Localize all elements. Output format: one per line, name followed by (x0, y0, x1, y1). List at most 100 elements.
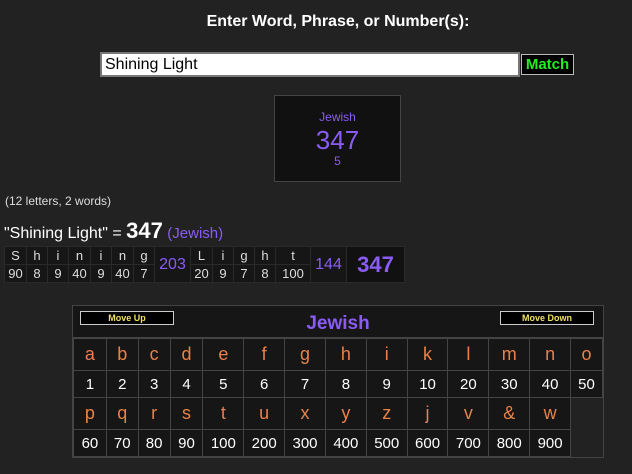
result-cipher-name: Jewish (319, 110, 356, 124)
page-title: Enter Word, Phrase, or Number(s): (206, 13, 470, 30)
cipher-letter: a (73, 338, 107, 371)
breakdown-letter: i (212, 246, 234, 265)
breakdown-value: 8 (26, 264, 48, 283)
cipher-letter: g (284, 338, 326, 371)
word-subtotal: 144 (310, 246, 347, 283)
cipher-letter: q (105, 397, 139, 430)
breakdown-value: 7 (233, 264, 255, 283)
cipher-value: 5 (202, 370, 245, 398)
cipher-letter: e (202, 338, 245, 371)
cipher-value: 3 (137, 370, 171, 398)
cipher-letter: w (529, 397, 571, 430)
result-box[interactable]: Jewish 347 5 (274, 95, 401, 182)
cipher-letter: i (365, 338, 408, 371)
cipher-letter: v (447, 397, 490, 430)
cipher-value: 50 (570, 370, 603, 398)
breakdown-letter: n (68, 246, 91, 265)
summary-value: 347 (126, 218, 163, 243)
cipher-value: 30 (488, 370, 531, 398)
result-value: 347 (315, 125, 360, 155)
cipher-value: 2 (105, 370, 139, 398)
cipher-letter: y (324, 397, 367, 430)
cipher-value: 900 (529, 429, 571, 457)
cipher-value: 200 (243, 429, 286, 457)
cipher-value: 800 (488, 429, 531, 457)
match-button[interactable]: Match (521, 54, 574, 75)
breakdown-letter: t (275, 246, 311, 265)
cipher-header: Move Up Jewish Move Down (73, 306, 603, 338)
cipher-value: 700 (447, 429, 490, 457)
cipher-value: 60 (73, 429, 107, 457)
cipher-value: 20 (447, 370, 490, 398)
cipher-letter: p (73, 397, 107, 430)
cipher-letter: t (202, 397, 245, 430)
cipher-value: 400 (324, 429, 367, 457)
breakdown-letter: h (26, 246, 48, 265)
summary-equals: = (112, 225, 122, 242)
cipher-value: 4 (169, 370, 204, 398)
cipher-letter: m (488, 338, 531, 371)
breakdown-value: 90 (4, 264, 27, 283)
cipher-grid: a b c d e f g h i k l m n o 1 2 3 4 5 6 7 8 9 10 20 30 40 50 p q r s t u x… (73, 338, 603, 457)
cipher-letter: u (243, 397, 286, 430)
cipher-value: 600 (406, 429, 449, 457)
cipher-value: 8 (324, 370, 367, 398)
cipher-letter: j (406, 397, 449, 430)
cipher-letter: b (105, 338, 139, 371)
cipher-letter: o (570, 338, 603, 371)
summary-line: "Shining Light" = 347 (Jewish) (4, 218, 223, 244)
cipher-letter: f (243, 338, 286, 371)
cipher-value: 1 (73, 370, 107, 398)
cipher-letter: r (137, 397, 171, 430)
breakdown-value: 9 (212, 264, 234, 283)
breakdown-letter: n (111, 246, 134, 265)
breakdown-letter: i (90, 246, 112, 265)
move-up-button[interactable]: Move Up (80, 311, 174, 325)
breakdown-letter: h (254, 246, 276, 265)
breakdown-value: 100 (275, 264, 311, 283)
cipher-letter: z (365, 397, 408, 430)
cipher-letter: & (488, 397, 531, 430)
cipher-letter: c (137, 338, 171, 371)
breakdown-value: 20 (190, 264, 213, 283)
search-input[interactable]: Shining Light (100, 52, 520, 77)
breakdown-letter: g (233, 246, 255, 265)
cipher-value: 7 (284, 370, 326, 398)
cipher-value: 80 (137, 429, 171, 457)
cipher-value: 100 (202, 429, 245, 457)
breakdown-value: 8 (254, 264, 276, 283)
cipher-value: 70 (105, 429, 139, 457)
breakdown-letter: S (4, 246, 27, 265)
breakdown-letter: i (47, 246, 69, 265)
cipher-value: 10 (406, 370, 449, 398)
cipher-value: 500 (365, 429, 408, 457)
breakdown-value: 40 (68, 264, 91, 283)
cipher-letter: x (284, 397, 326, 430)
cipher-letter: s (169, 397, 204, 430)
summary-cipher[interactable]: (Jewish) (167, 225, 224, 242)
breakdown-letter: g (133, 246, 155, 265)
cipher-letter: k (406, 338, 449, 371)
summary-phrase: "Shining Light" (4, 225, 108, 242)
letter-word-count: (12 letters, 2 words) (5, 194, 112, 208)
cipher-value: 90 (169, 429, 204, 457)
cipher-letter: l (447, 338, 490, 371)
breakdown-value: 9 (47, 264, 69, 283)
cipher-value: 6 (243, 370, 286, 398)
cipher-value: 40 (529, 370, 571, 398)
cipher-letter: h (324, 338, 367, 371)
result-word-count: 5 (334, 154, 341, 168)
move-down-button[interactable]: Move Down (500, 311, 594, 325)
word-subtotal: 203 (154, 246, 191, 283)
breakdown-value: 7 (133, 264, 155, 283)
cipher-title[interactable]: Jewish (306, 313, 370, 334)
breakdown-value: 40 (111, 264, 134, 283)
empty-cell (570, 397, 603, 430)
cipher-value: 9 (365, 370, 408, 398)
breakdown-letter: L (190, 246, 213, 265)
breakdown-value: 9 (90, 264, 112, 283)
empty-cell (570, 429, 603, 457)
breakdown-total: 347 (346, 246, 405, 283)
